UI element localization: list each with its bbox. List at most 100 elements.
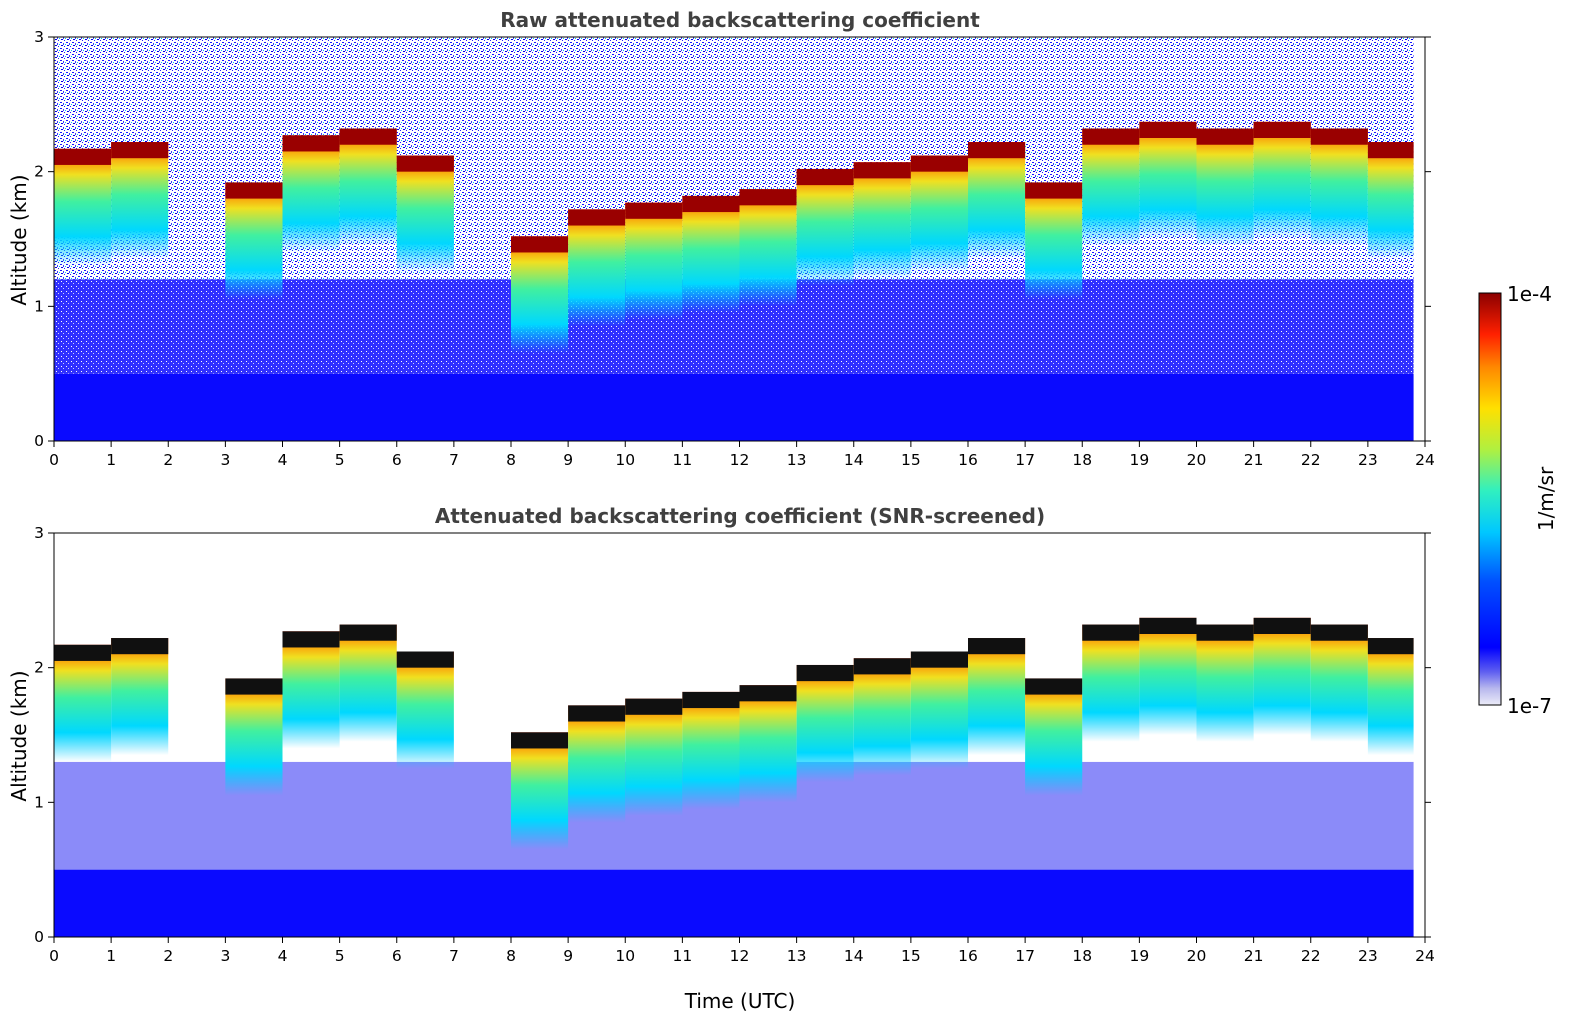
cloud-column [225,678,283,796]
cloud-column [1196,624,1254,742]
cloud-base-band [910,651,968,668]
cloud-column [625,202,683,320]
cloud-column [682,195,740,314]
panel-1-axes: 0 1 2 3 4 5 6 7 8 9 10 11 12 13 14 15 16 17 18 19 20 21 22 23 24… [34,28,1435,469]
x-tick-label: 5 [335,451,345,469]
cloud-base-band [1196,128,1254,145]
y-tick-label: 3 [34,28,44,46]
cloud-base-band [568,705,626,722]
cloud-column [339,128,397,246]
cloud-column [739,685,797,803]
cloud-base-band [796,168,854,186]
x-tick-label: 0 [49,451,59,469]
cloud-column [568,209,626,327]
x-tick-label: 9 [563,947,573,965]
panel-1-title: Raw attenuated backscattering coefficien… [500,8,980,32]
colorbar-max-label: 1e-4 [1507,282,1552,306]
panel-1-ylabel: Altitude (km) [7,174,31,305]
cloud-column [682,691,740,810]
y-tick-label: 1 [34,793,44,811]
x-tick-label: 11 [673,451,693,469]
colorbar-unit-label: 1/m/sr [1534,466,1558,531]
cloud-column [111,638,169,756]
x-tick-label: 17 [1015,451,1035,469]
cloud-column [282,135,340,253]
cloud-base-band [1025,678,1083,695]
cloud-base-band [568,209,626,226]
cloud-base-band [1253,617,1311,634]
cloud-column [1025,678,1083,796]
x-tick-label: 0 [49,947,59,965]
cloud-base-band [282,631,340,648]
cloud-base-band [1310,128,1368,145]
x-tick-label: 20 [1187,947,1207,965]
cloud-column [1082,128,1140,246]
cloud-base-band [625,202,683,219]
cloud-column [225,182,283,300]
cloud-base-band [1253,121,1311,138]
x-tick-label: 22 [1301,947,1321,965]
x-tick-label: 6 [392,947,402,965]
cloud-base-band [396,651,454,668]
cloud-base-band [1196,624,1254,641]
panel-raw: Raw attenuated backscattering coefficien… [7,8,1435,469]
x-tick-label: 2 [163,451,173,469]
cloud-base-band [54,644,112,661]
cloud-column [1367,142,1414,260]
x-tick-label: 12 [730,451,750,469]
colorbar: 1e-4 1e-7 1/m/sr [1478,282,1558,718]
boundary-layer [54,373,1414,441]
y-tick-label: 0 [34,432,44,450]
x-tick-label: 18 [1072,451,1092,469]
x-tick-label: 21 [1244,451,1264,469]
cloud-base-band [1025,182,1083,199]
x-tick-label: 7 [449,947,459,965]
cloud-column [853,658,911,776]
x-tick-label: 11 [673,947,693,965]
cloud-column [1139,121,1197,239]
cloud-base-band [282,135,340,152]
x-tick-label: 16 [958,451,978,469]
cloud-base-band [682,195,740,213]
x-tick-label: 10 [615,451,635,469]
cloud-column [568,705,626,823]
x-tick-label: 4 [278,947,288,965]
panel-2-xlabel: Time (UTC) [684,989,796,1013]
cloud-base-band [968,142,1026,159]
cloud-base-band [339,624,397,641]
cloud-column [796,168,854,287]
x-tick-label: 9 [563,451,573,469]
cloud-base-band [910,155,968,172]
panel-2-plot-area [53,532,1426,938]
cloud-base-band [511,732,569,749]
colorbar-min-label: 1e-7 [1507,694,1552,718]
x-tick-label: 12 [730,947,750,965]
x-tick-label: 20 [1187,451,1207,469]
cloud-column [968,142,1026,260]
cloud-base-band [853,162,911,179]
x-tick-label: 13 [787,947,807,965]
cloud-base-band [511,236,569,253]
cloud-column [1367,638,1414,756]
cloud-column [796,664,854,783]
cloud-base-band [1310,624,1368,641]
panel-2-ylabel: Altitude (km) [7,670,31,801]
cloud-base-band [339,128,397,145]
cloud-column [1139,617,1197,735]
cloud-base-band [111,638,169,655]
cloud-column [511,236,569,354]
x-tick-label: 14 [844,451,864,469]
y-tick-label: 2 [34,163,44,181]
x-tick-label: 4 [278,451,288,469]
x-tick-label: 22 [1301,451,1321,469]
cloud-base-band [739,685,797,702]
x-tick-label: 23 [1358,947,1378,965]
cloud-base-band [225,678,283,695]
cloud-base-band [111,142,169,159]
x-tick-label: 21 [1244,947,1264,965]
cloud-base-band [796,664,854,682]
cloud-base-band [1367,638,1414,655]
x-tick-label: 1 [106,451,116,469]
cloud-column [968,638,1026,756]
